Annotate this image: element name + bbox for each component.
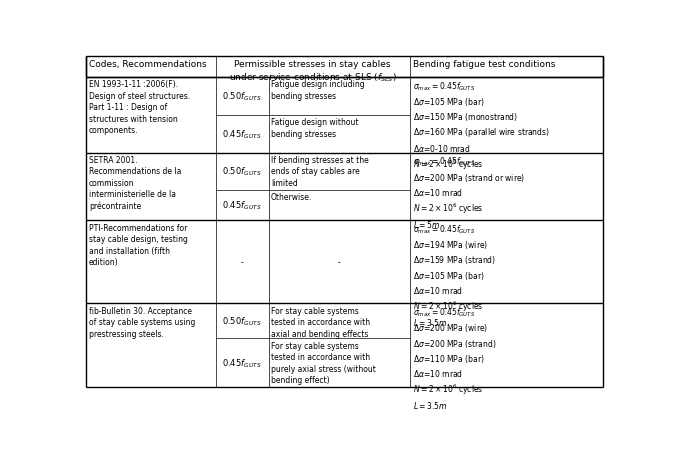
Text: $\sigma_{max} = 0.45f_{GUTS}$
$\Delta\sigma$=194 MPa (wire)
$\Delta\sigma$=159 M: $\sigma_{max} = 0.45f_{GUTS}$ $\Delta\si…	[413, 223, 496, 327]
Text: EN 1993-1-11 :2006(F).
Design of steel structures.
Part 1-11 : Design of
structu: EN 1993-1-11 :2006(F). Design of steel s…	[89, 80, 190, 135]
Text: Codes, Recommendations: Codes, Recommendations	[89, 60, 207, 69]
Text: -: -	[338, 258, 341, 267]
Text: Fatigue design including
bending stresses: Fatigue design including bending stresse…	[271, 80, 365, 101]
Text: Fatigue design without
bending stresses: Fatigue design without bending stresses	[271, 118, 359, 138]
Text: $\sigma_{max} = 0.45f_{GUTS}$
$\Delta\sigma$=105 MPa (bar)
$\Delta\sigma$=150 MP: $\sigma_{max} = 0.45f_{GUTS}$ $\Delta\si…	[413, 80, 550, 171]
Text: $0.45f_{GUTS}$: $0.45f_{GUTS}$	[223, 356, 262, 369]
Text: SETRA 2001.
Recommendations de la
commission
interministerielle de la
précontrai: SETRA 2001. Recommendations de la commis…	[89, 156, 181, 211]
Text: $0.45f_{GUTS}$: $0.45f_{GUTS}$	[223, 199, 262, 212]
Text: $0.45f_{GUTS}$: $0.45f_{GUTS}$	[223, 128, 262, 141]
Text: $\sigma_{max} = 0.45f_{GUTS}$
$\Delta\sigma$=200 MPa (strand or wire)
$\Delta\al: $\sigma_{max} = 0.45f_{GUTS}$ $\Delta\si…	[413, 156, 525, 230]
Text: If bending stresses at the
ends of stay cables are
limited: If bending stresses at the ends of stay …	[271, 156, 369, 187]
Text: Otherwise.: Otherwise.	[271, 193, 312, 202]
Text: $0.50f_{GUTS}$: $0.50f_{GUTS}$	[223, 315, 262, 327]
Text: For stay cable systems
tested in accordance with
axial and bending effects: For stay cable systems tested in accorda…	[271, 306, 370, 338]
Text: fib-Bulletin 30. Acceptance
of stay cable systems using
prestressing steels.: fib-Bulletin 30. Acceptance of stay cabl…	[89, 306, 195, 338]
Text: Bending fatigue test conditions: Bending fatigue test conditions	[413, 60, 555, 69]
Text: -: -	[241, 258, 244, 267]
Text: $0.50f_{GUTS}$: $0.50f_{GUTS}$	[223, 166, 262, 178]
Text: PTI-Recommendations for
stay cable design, testing
and installation (fifth
editi: PTI-Recommendations for stay cable desig…	[89, 223, 188, 267]
Text: $0.50f_{GUTS}$: $0.50f_{GUTS}$	[223, 91, 262, 103]
Text: Permissible stresses in stay cables
under service conditions at SLS ($f_{SLS}$): Permissible stresses in stay cables unde…	[229, 60, 396, 84]
Text: $\sigma_{max} = 0.45f_{GUTS}$
$\Delta\sigma$=200 MPa (wire)
$\Delta\sigma$=200 M: $\sigma_{max} = 0.45f_{GUTS}$ $\Delta\si…	[413, 306, 496, 410]
Text: For stay cable systems
tested in accordance with
purely axial stress (without
be: For stay cable systems tested in accorda…	[271, 341, 376, 384]
